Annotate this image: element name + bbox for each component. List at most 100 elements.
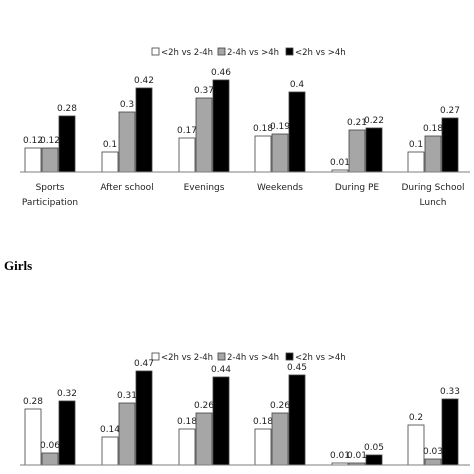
bar-s1-c2 bbox=[101, 436, 119, 466]
bar-s1-c6 bbox=[407, 424, 425, 466]
data-label-s1-c4: 0.18 bbox=[253, 124, 273, 134]
data-label-s3-c6: 0.27 bbox=[440, 106, 460, 116]
legend-item-1: <2h vs 2-4h bbox=[151, 47, 213, 58]
bar-s3-c3 bbox=[212, 79, 230, 173]
category-label-1: Sports Participation bbox=[22, 183, 78, 208]
data-label-s2-c3: 0.37 bbox=[194, 86, 214, 96]
bar-s3-c5 bbox=[365, 127, 383, 173]
bar-group-4: 0.180.19 0.4 bbox=[253, 80, 306, 173]
legend-swatch-2 bbox=[217, 47, 226, 56]
category-label-3: Evenings bbox=[184, 183, 225, 193]
bar-s3-c6 bbox=[441, 117, 459, 173]
legend-item-2: 2-4h vs >4h bbox=[217, 352, 279, 363]
bar-group-6: 0.2 0.03 0.33 bbox=[407, 387, 460, 466]
legend-label-3: <2h vs >4h bbox=[295, 353, 346, 363]
data-label-s1-c2: 0.14 bbox=[100, 425, 120, 435]
data-label-s2-c5: 0.01 bbox=[347, 451, 367, 461]
data-label-s3-c5: 0.22 bbox=[364, 116, 384, 126]
bar-s3-c2 bbox=[135, 87, 153, 173]
legend-swatch-1 bbox=[151, 47, 160, 56]
data-label-s3-c1: 0.32 bbox=[57, 389, 77, 399]
data-label-s1-c1: 0.12 bbox=[23, 136, 43, 146]
bar-s3-c2 bbox=[135, 370, 153, 466]
bar-group-5: 0.01 0.210.22 bbox=[330, 116, 384, 173]
legend-swatch-1 bbox=[151, 352, 160, 361]
category-label-2: After school bbox=[100, 183, 153, 193]
legend-item-2: 2-4h vs >4h bbox=[217, 47, 279, 58]
data-label-s3-c2: 0.47 bbox=[134, 359, 154, 369]
bar-s1-c6 bbox=[407, 151, 425, 173]
bar-s3-c1 bbox=[58, 115, 76, 173]
bar-group-2: 0.1 0.3 0.42 bbox=[101, 76, 154, 173]
data-label-s3-c3: 0.46 bbox=[211, 68, 231, 78]
data-label-s1-c4: 0.18 bbox=[253, 417, 273, 427]
data-label-s3-c4: 0.4 bbox=[290, 80, 305, 90]
bar-s3-c6 bbox=[441, 398, 459, 466]
legend-swatch-3 bbox=[285, 47, 294, 56]
category-label-4: Weekends bbox=[257, 183, 303, 193]
data-label-s1-c2: 0.1 bbox=[103, 140, 117, 150]
bar-group-3: 0.18 0.26 0.44 bbox=[177, 365, 231, 466]
data-label-s1-c5: 0.01 bbox=[330, 158, 350, 168]
bar-group-4: 0.18 0.26 0.45 bbox=[253, 363, 307, 466]
data-label-s2-c2: 0.31 bbox=[117, 391, 137, 401]
legend-item-1: <2h vs 2-4h bbox=[151, 352, 213, 363]
bar-s2-c3 bbox=[195, 412, 213, 466]
bar-group-2: 0.14 0.31 0.47 bbox=[100, 359, 154, 466]
legend-item-3: <2h vs >4h bbox=[285, 47, 346, 58]
bar-s1-c4 bbox=[254, 135, 272, 173]
data-label-s3-c3: 0.44 bbox=[211, 365, 231, 375]
bar-s2-c2 bbox=[118, 111, 136, 173]
legend-swatch-2 bbox=[217, 352, 226, 361]
data-label-s1-c6: 0.2 bbox=[409, 413, 423, 423]
bar-s1-c3 bbox=[178, 428, 196, 466]
bar-group-5: 0.010.010.05 bbox=[330, 443, 384, 466]
bar-s2-c4 bbox=[271, 133, 289, 173]
data-label-s2-c6: 0.03 bbox=[423, 447, 443, 457]
chart-girls: <2h vs 2-4h 2-4h vs >4h <2h vs >4h 0.28 0.06… bbox=[20, 352, 470, 466]
data-label-s3-c1: 0.28 bbox=[57, 104, 77, 114]
bar-s2-c5 bbox=[348, 129, 366, 173]
data-label-s1-c6: 0.1 bbox=[409, 140, 423, 150]
data-label-s2-c4: 0.19 bbox=[270, 122, 290, 132]
bar-s2-c1 bbox=[41, 147, 59, 173]
bar-s2-c2 bbox=[118, 402, 136, 466]
category-label-5: During PE bbox=[335, 183, 380, 193]
bar-s2-c6 bbox=[424, 135, 442, 173]
data-label-s2-c3: 0.26 bbox=[194, 401, 214, 411]
data-label-s3-c6: 0.33 bbox=[440, 387, 460, 397]
bar-s1-c1 bbox=[24, 408, 42, 466]
bar-group-3: 0.17 0.37 0.46 bbox=[177, 68, 231, 173]
data-label-s2-c1: 0.12 bbox=[40, 136, 60, 146]
data-label-s2-c2: 0.3 bbox=[120, 100, 134, 110]
data-label-s1-c5: 0.01 bbox=[330, 451, 350, 461]
bar-s3-c5 bbox=[365, 454, 383, 466]
bar-s3-c4 bbox=[288, 374, 306, 466]
bar-s2-c4 bbox=[271, 412, 289, 466]
bar-group-1: 0.28 0.06 0.32 bbox=[23, 389, 77, 466]
bar-s3-c1 bbox=[58, 400, 76, 466]
data-label-s1-c3: 0.17 bbox=[177, 126, 197, 136]
bar-s2-c6 bbox=[424, 458, 442, 466]
data-label-s2-c4: 0.26 bbox=[270, 401, 290, 411]
data-label-s1-c1: 0.28 bbox=[23, 397, 43, 407]
data-label-s1-c3: 0.18 bbox=[177, 417, 197, 427]
bar-s2-c1 bbox=[41, 452, 59, 466]
bar-s1-c3 bbox=[178, 137, 196, 173]
data-label-s3-c4: 0.45 bbox=[287, 363, 307, 373]
legend-item-3: <2h vs >4h bbox=[285, 352, 346, 363]
data-label-s3-c5: 0.05 bbox=[364, 443, 384, 453]
bar-s2-c3 bbox=[195, 97, 213, 173]
data-label-s3-c2: 0.42 bbox=[134, 76, 154, 86]
category-label-6: During School Lunch bbox=[402, 183, 465, 208]
legend-label-1: <2h vs 2-4h bbox=[161, 353, 213, 363]
data-label-s2-c5: 0.21 bbox=[347, 118, 367, 128]
legend-swatch-3 bbox=[285, 352, 294, 361]
bar-group-1: 0.120.12 0.28 bbox=[23, 104, 77, 173]
bar-s1-c4 bbox=[254, 428, 272, 466]
bar-s1-c1 bbox=[24, 147, 42, 173]
legend-label-2: 2-4h vs >4h bbox=[227, 353, 279, 363]
legend-label-1: <2h vs 2-4h bbox=[161, 48, 213, 58]
bar-s1-c2 bbox=[101, 151, 119, 173]
